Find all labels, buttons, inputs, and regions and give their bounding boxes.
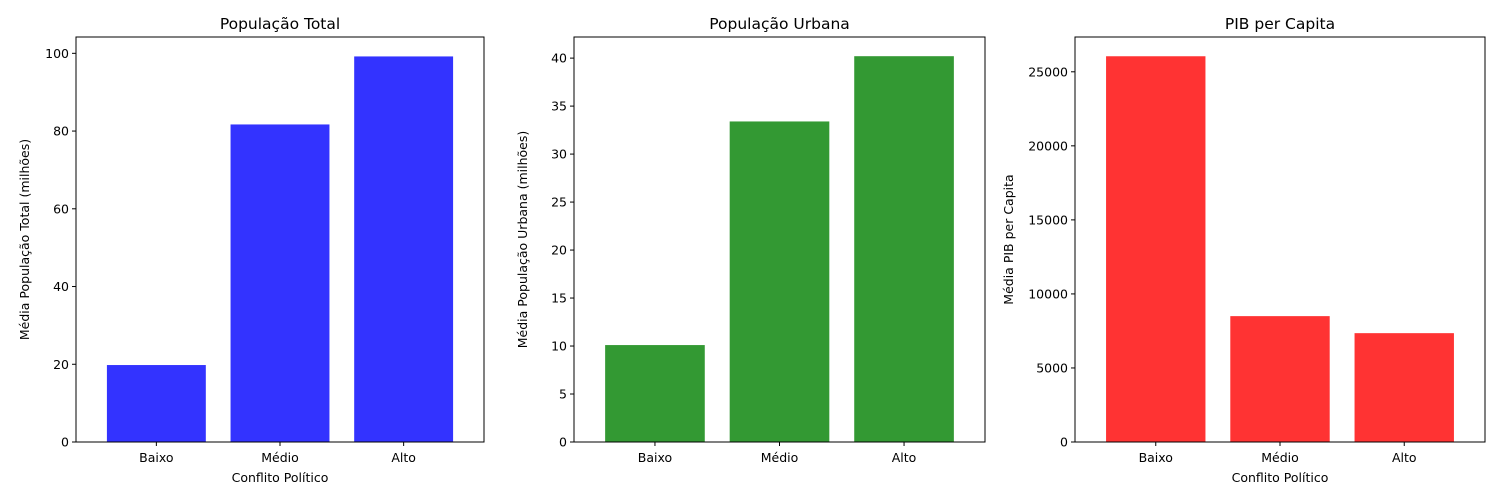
y-tick-label: 0: [1060, 435, 1068, 450]
y-tick-label: 40: [53, 279, 69, 294]
y-tick-label: 40: [551, 51, 567, 66]
y-tick-label: 25: [551, 195, 567, 210]
bar-baixo: [106, 365, 206, 442]
x-tick-label: Alto: [391, 450, 416, 465]
y-axis-label: Média População Total (milhões): [17, 139, 32, 340]
y-tick-label: 15000: [1028, 212, 1068, 227]
y-tick-label: 25000: [1028, 64, 1068, 79]
y-tick-label: 5000: [1036, 360, 1068, 375]
y-tick-label: 60: [53, 201, 69, 216]
x-axis-label: Conflito Político: [1232, 470, 1329, 485]
x-tick-label: Baixo: [139, 450, 173, 465]
bar-médio: [729, 121, 830, 442]
x-tick-label: Médio: [761, 450, 799, 465]
y-tick-label: 0: [61, 435, 69, 450]
y-tick-label: 20000: [1028, 138, 1068, 153]
x-tick-label: Alto: [892, 450, 917, 465]
chart-title: PIB per Capita: [1225, 15, 1335, 33]
y-tick-label: 35: [551, 99, 567, 114]
y-axis-label: Média População Urbana (milhões): [515, 131, 530, 349]
y-axis-label: Média PIB per Capita: [1001, 174, 1016, 304]
bar-médio: [1230, 316, 1330, 442]
y-tick-label: 30: [551, 147, 567, 162]
chart-gdp-per-capita: PIB per Capita Conflito Político Média P…: [1001, 15, 1486, 485]
y-tick-label: 20: [551, 243, 567, 258]
x-tick-label: Alto: [1392, 450, 1417, 465]
y-tick-label: 10: [551, 339, 567, 354]
y-tick-label: 100: [45, 46, 69, 61]
chart-population-total: População Total Conflito Político Média …: [17, 15, 485, 485]
plot-frame: [75, 36, 485, 443]
y-tick-label: 10000: [1028, 286, 1068, 301]
y-tick-label: 5: [559, 387, 567, 402]
plot-frame: [573, 36, 986, 443]
x-tick-label: Médio: [261, 450, 299, 465]
y-tick-label: 80: [53, 124, 69, 139]
bar-médio: [230, 124, 330, 442]
x-tick-label: Médio: [1261, 450, 1299, 465]
y-tick-label: 0: [559, 435, 567, 450]
x-tick-label: Baixo: [1139, 450, 1173, 465]
plot-frame: [1074, 36, 1486, 443]
y-tick-label: 15: [551, 291, 567, 306]
bar-alto: [1354, 333, 1454, 442]
bar-alto: [354, 56, 454, 443]
x-axis-label: Conflito Político: [232, 470, 329, 485]
chart-title: População Total: [220, 15, 340, 33]
bar-baixo: [605, 345, 705, 442]
chart-title: População Urbana: [709, 15, 850, 33]
y-tick-label: 20: [53, 357, 69, 372]
bar-alto: [854, 56, 954, 443]
bar-baixo: [1106, 56, 1206, 442]
chart-urban-population: População Urbana Média População Urbana …: [515, 15, 986, 465]
x-tick-label: Baixo: [638, 450, 672, 465]
